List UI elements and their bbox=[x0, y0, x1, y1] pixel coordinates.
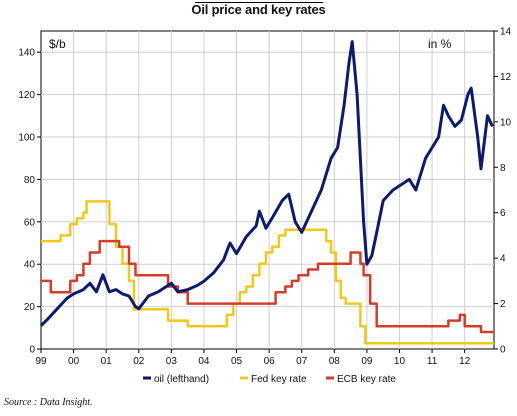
legend-label: oil (lefthand) bbox=[154, 374, 209, 385]
series-lines bbox=[39, 40, 494, 345]
series-line-0 bbox=[39, 40, 494, 327]
legend-label: ECB key rate bbox=[337, 374, 396, 385]
x-tick-label: 06 bbox=[264, 356, 276, 367]
left-tick-label: 140 bbox=[18, 48, 35, 59]
legend: oil (lefthand) Fed key rate ECB key rate bbox=[143, 374, 396, 385]
x-tick-label: 00 bbox=[68, 356, 80, 367]
left-tick-label: 100 bbox=[18, 133, 35, 144]
x-tick-label: 04 bbox=[198, 356, 210, 367]
right-tick-label: 4 bbox=[500, 254, 506, 265]
right-tick-label: 6 bbox=[500, 208, 506, 219]
x-tick-label: 01 bbox=[101, 356, 113, 367]
right-tick-label: 0 bbox=[500, 345, 506, 356]
x-tick-label: 99 bbox=[35, 356, 47, 367]
legend-label: Fed key rate bbox=[251, 374, 307, 385]
x-tick-label: 11 bbox=[427, 356, 438, 367]
left-tick-label: 60 bbox=[24, 217, 36, 228]
x-tick-label: 12 bbox=[459, 356, 471, 367]
right-tick-label: 8 bbox=[500, 163, 506, 174]
left-tick-label: 40 bbox=[24, 260, 36, 271]
gridlines bbox=[41, 31, 494, 349]
chart-title: Oil price and key rates bbox=[191, 2, 326, 17]
right-axis-unit: in % bbox=[428, 37, 452, 51]
left-tick-label: 120 bbox=[18, 90, 35, 101]
right-tick-label: 14 bbox=[500, 27, 512, 38]
left-tick-label: 80 bbox=[24, 175, 36, 186]
right-tick-label: 2 bbox=[500, 299, 506, 310]
x-tick-label: 03 bbox=[166, 356, 178, 367]
x-tick-label: 08 bbox=[329, 356, 341, 367]
title-overline bbox=[195, 2, 323, 3]
x-tick-label: 09 bbox=[361, 356, 373, 367]
x-tick-label: 05 bbox=[231, 356, 243, 367]
x-tick-label: 07 bbox=[296, 356, 308, 367]
left-tick-label: 0 bbox=[29, 345, 35, 356]
right-tick-label: 12 bbox=[500, 72, 512, 83]
series-line-2 bbox=[41, 239, 494, 334]
x-tick-label: 10 bbox=[394, 356, 406, 367]
right-tick-label: 10 bbox=[500, 117, 512, 128]
left-axis-unit: $/b bbox=[49, 37, 66, 51]
left-tick-label: 20 bbox=[24, 302, 36, 313]
plot-background bbox=[40, 30, 495, 350]
x-tick-label: 02 bbox=[133, 356, 145, 367]
source-note: Source : Data Insight. bbox=[4, 397, 93, 408]
